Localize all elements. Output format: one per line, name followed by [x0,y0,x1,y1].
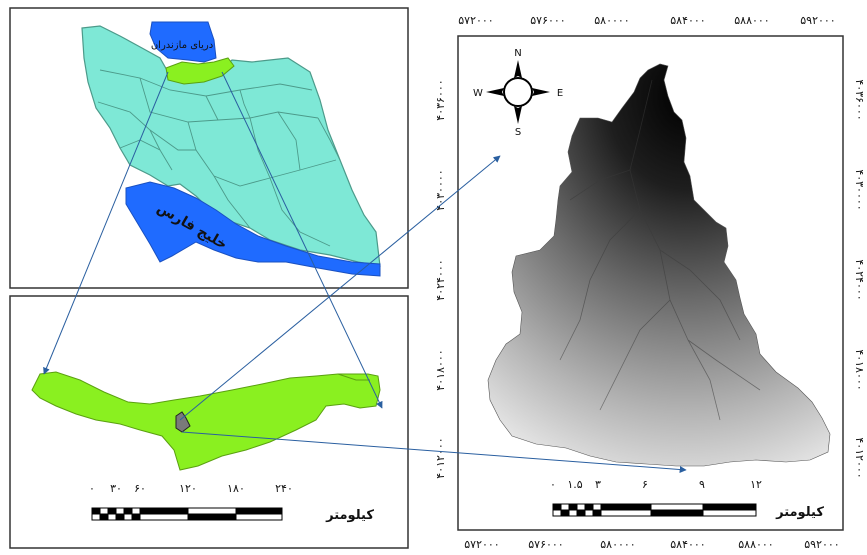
watershed-scale-tick: ۱۲ [750,478,762,491]
north-arrow-compass: N S E W [473,48,563,138]
province-map-panel: ۰ ۳۰ ۶۰ ۱۲۰ ۱۸۰ ۲۴۰ کیلومتر [9,295,409,549]
left-axis-ticks: ۴۰۳۶۰۰۰ ۴۰۳۰۰۰۰ ۴۰۲۴۰۰۰ ۴۰۱۸۰۰۰ ۴۰۱۲۰۰۰ [434,79,447,478]
mazandaran-province [165,57,235,85]
right-tick-label: ۴۰۱۲۰۰۰ [853,437,866,478]
province-scale-bar: ۰ ۳۰ ۶۰ ۱۲۰ ۱۸۰ ۲۴۰ کیلومتر [89,482,374,523]
province-land [31,371,381,471]
caspian-sea [149,21,217,63]
watershed-scale-tick: ۶ [642,478,648,491]
watershed-scale-tick: ۳ [595,478,601,491]
bottom-tick-label: ۵۸۰۰۰۰ [600,538,635,551]
watershed-scale-bar: ۰ ۱.۵ ۳ ۶ ۹ ۱۲ کیلومتر [550,478,824,520]
watershed-map-panel: N S E W ۵۷۲۰۰۰ ۵۷۶۰۰۰ ۵۸۰۰۰۰ ۵۸۴۰۰۰ ۵۸۸۰… [434,14,866,551]
top-tick-label: ۵۸۰۰۰۰ [594,14,629,27]
watershed-scale-tick: ۰ [550,478,556,491]
province-scale-tick: ۰ [89,482,95,495]
left-tick-label: ۴۰۲۴۰۰۰ [434,259,447,300]
dem-drainage-lines [559,79,761,421]
province-scale-tick: ۱۸۰ [227,482,245,495]
connector-lines [43,71,687,474]
connector-iran-to-province-west [43,71,169,375]
bottom-tick-label: ۵۸۴۰۰۰ [670,538,705,551]
bottom-axis-ticks: ۵۷۲۰۰۰ ۵۷۶۰۰۰ ۵۸۰۰۰۰ ۵۸۴۰۰۰ ۵۸۸۰۰۰ ۵۹۲۰۰… [464,538,839,551]
watershed-dem [487,63,831,467]
compass-north-label: N [514,48,521,59]
province-scale-tick: ۶۰ [134,482,146,495]
watershed-marker [175,411,191,433]
left-tick-label: ۴۰۱۸۰۰۰ [434,349,447,390]
left-tick-label: ۴۰۱۲۰۰۰ [434,437,447,478]
compass-south-label: S [515,127,521,138]
top-tick-label: ۵۹۲۰۰۰ [800,14,835,27]
watershed-scale-blocks [552,503,757,517]
right-axis-ticks: ۴۰۳۶۰۰۰ ۴۰۳۰۰۰۰ ۴۰۲۴۰۰۰ ۴۰۱۸۰۰۰ ۴۰۱۲۰۰۰ [853,79,866,478]
province-coast-spit [337,373,370,381]
left-tick-label: ۴۰۳۶۰۰۰ [434,79,447,120]
bottom-tick-label: ۵۷۶۰۰۰ [528,538,563,551]
top-tick-label: ۵۷۶۰۰۰ [530,14,565,27]
province-scale-unit: کیلومتر [325,508,374,523]
left-tick-label: ۴۰۳۰۰۰۰ [434,169,447,210]
persian-gulf [125,181,381,277]
province-scale-tick: ۱۲۰ [179,482,197,495]
province-borders [97,69,341,247]
top-tick-label: ۵۸۸۰۰۰ [734,14,769,27]
connector-province-to-watershed-bottom [181,431,687,474]
top-axis-ticks: ۵۷۲۰۰۰ ۵۷۶۰۰۰ ۵۸۰۰۰۰ ۵۸۴۰۰۰ ۵۸۸۰۰۰ ۵۹۲۰۰… [458,14,835,27]
watershed-scale-tick: ۱.۵ [567,478,582,491]
province-scale-tick: ۳۰ [110,482,122,495]
right-tick-label: ۴۰۲۴۰۰۰ [853,259,866,300]
bottom-tick-label: ۵۷۲۰۰۰ [464,538,499,551]
bottom-tick-label: ۵۹۲۰۰۰ [804,538,839,551]
right-tick-label: ۴۰۳۶۰۰۰ [853,79,866,120]
province-scale-tick: ۲۴۰ [275,482,293,495]
watershed-scale-unit: کیلومتر [775,505,824,520]
top-tick-label: ۵۷۲۰۰۰ [458,14,493,27]
right-tick-label: ۴۰۳۰۰۰۰ [853,169,866,210]
watershed-scale-tick: ۹ [699,478,705,491]
iran-map-panel: دریای مازندران خلیج فارس [9,7,409,289]
connector-province-to-watershed-top [179,155,501,421]
connector-iran-to-province-east [221,71,383,409]
province-scale-blocks [91,507,283,521]
bottom-tick-label: ۵۸۸۰۰۰ [738,538,773,551]
compass-west-label: W [473,88,483,99]
right-tick-label: ۴۰۱۸۰۰۰ [853,349,866,390]
caspian-label: دریای مازندران [151,40,213,51]
compass-east-label: E [557,88,563,99]
top-tick-label: ۵۸۴۰۰۰ [670,14,705,27]
